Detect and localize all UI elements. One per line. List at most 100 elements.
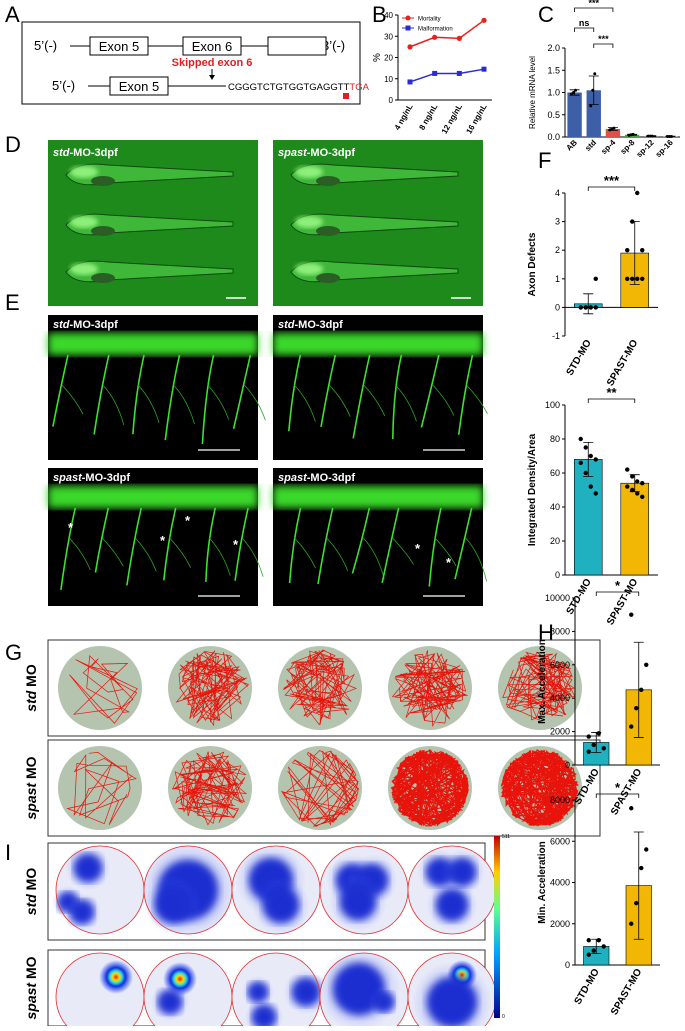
y-tick-label: 4000 xyxy=(550,693,570,703)
data-point xyxy=(579,305,583,309)
spinal-cord xyxy=(273,333,483,355)
data-point xyxy=(630,219,634,223)
data-point xyxy=(589,454,593,458)
point xyxy=(407,44,412,49)
data-point xyxy=(639,688,643,692)
y-tick-label: 0 xyxy=(389,96,394,105)
y-tick-label: 2.0 xyxy=(547,43,560,53)
data-point xyxy=(594,277,598,281)
fish-head xyxy=(295,263,323,275)
image-label: spast-MO-3dpf xyxy=(278,472,355,484)
data-point xyxy=(612,127,615,130)
y-tick-label: 1.5 xyxy=(547,65,560,75)
arena xyxy=(58,746,142,830)
colorbar-min: 0 xyxy=(502,1014,505,1020)
gene-name: std xyxy=(278,319,295,331)
y-tick-label: 20 xyxy=(550,536,560,546)
spinal-cord xyxy=(48,486,258,508)
colorbar xyxy=(494,836,500,1018)
panel-letter: I xyxy=(5,840,11,865)
heat-blob xyxy=(436,889,468,921)
heat-blob xyxy=(99,960,133,994)
fish-head xyxy=(295,216,323,228)
heat-blob xyxy=(158,990,182,1014)
data-point xyxy=(589,305,593,309)
label-suffix: -MO-3dpf xyxy=(307,147,356,159)
data-point xyxy=(593,72,596,75)
significance-label: *** xyxy=(588,0,599,8)
x-tick-label: STD-MO xyxy=(565,338,594,378)
y-axis-label: Relative mRNA level xyxy=(528,56,537,129)
significance-label: *** xyxy=(604,173,620,188)
data-point xyxy=(584,305,588,309)
y-tick-label: 0.5 xyxy=(547,110,560,120)
y-tick-label: 0 xyxy=(565,760,570,770)
y-axis-label: Axon Defects xyxy=(527,232,538,296)
five-prime: 5’(-) xyxy=(52,78,75,93)
y-tick-label: 6000 xyxy=(550,836,570,846)
heat-blob xyxy=(155,887,191,923)
data-point xyxy=(639,866,643,870)
data-point xyxy=(630,474,634,478)
image-label: std-MO-3dpf xyxy=(278,319,343,331)
data-point xyxy=(629,724,633,728)
data-point xyxy=(635,191,639,195)
data-point xyxy=(602,944,606,948)
point xyxy=(457,71,462,76)
fish-yolk xyxy=(316,176,340,186)
y-tick-label: 4000 xyxy=(550,878,570,888)
heat-blob xyxy=(70,900,94,924)
exon-label: Exon 5 xyxy=(99,39,139,54)
x-tick-label: 4 ng/nL xyxy=(393,102,415,131)
x-tick-label: SPAST-MO xyxy=(605,577,640,627)
data-point xyxy=(579,461,583,465)
gene-name: std xyxy=(53,319,70,331)
data-point xyxy=(587,938,591,942)
gene-name: std xyxy=(23,894,39,915)
y-tick-label: 20 xyxy=(384,54,393,63)
panel-letter: G xyxy=(5,640,22,665)
point xyxy=(457,36,462,41)
data-point xyxy=(594,305,598,309)
data-point xyxy=(587,952,591,956)
data-point xyxy=(589,484,593,488)
legend-label: Mortality xyxy=(418,17,441,23)
y-tick-label: 100 xyxy=(545,400,560,410)
y-tick-label: 1 xyxy=(555,274,560,284)
data-point xyxy=(594,491,598,495)
series-line xyxy=(410,69,484,82)
data-point xyxy=(630,277,634,281)
significance-label: *** xyxy=(598,34,609,44)
fish-head xyxy=(70,216,98,228)
gene-name: spast xyxy=(53,472,83,484)
y-tick-label: -1 xyxy=(552,331,560,341)
point xyxy=(408,79,413,84)
data-point xyxy=(625,248,629,252)
bar xyxy=(567,93,581,138)
heat-blob xyxy=(374,992,394,1012)
y-tick-label: 40 xyxy=(384,11,393,20)
data-point xyxy=(584,471,588,475)
image-label: std-MO-3dpf xyxy=(53,147,118,159)
y-tick-label: 6000 xyxy=(550,660,570,670)
label-suffix: -MO-3dpf xyxy=(295,319,344,331)
label-suffix: MO xyxy=(23,868,39,895)
x-tick-label: 8 ng/nL xyxy=(417,102,439,131)
y-tick-label: 0 xyxy=(555,302,560,312)
point xyxy=(481,18,486,23)
data-point xyxy=(634,706,638,710)
y-tick-label: 8000 xyxy=(550,626,570,636)
data-point xyxy=(640,495,644,499)
fish-yolk xyxy=(316,273,340,283)
data-point xyxy=(640,248,644,252)
x-tick-label: 16 ng/nL xyxy=(464,102,488,135)
data-point xyxy=(651,135,654,138)
x-tick-label: sp-4 xyxy=(599,138,617,156)
data-point xyxy=(630,488,634,492)
data-point xyxy=(635,479,639,483)
bar xyxy=(621,483,649,575)
significance-bracket xyxy=(575,8,613,12)
label-suffix: -MO-3dpf xyxy=(70,147,119,159)
legend-label: Malformation xyxy=(418,27,453,33)
